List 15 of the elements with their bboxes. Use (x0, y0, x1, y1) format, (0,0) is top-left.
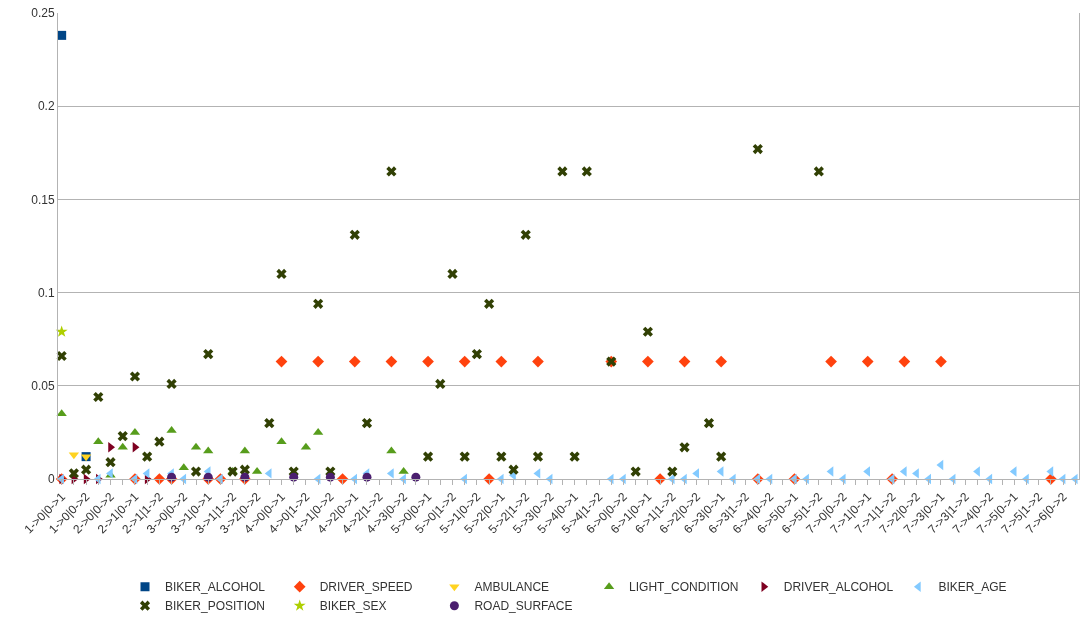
y-tick-label: 0.25 (31, 6, 55, 21)
legend-label: LIGHT_CONDITION (629, 580, 739, 595)
y-tick-label: 0 (47, 472, 55, 487)
legend-label: BIKER_ALCOHOL (165, 580, 266, 595)
legend-label: BIKER_AGE (938, 580, 1007, 595)
y-tick-label: 0.05 (31, 379, 55, 393)
y-tick-label: 0.15 (31, 192, 55, 207)
y-tick-label: 0.2 (37, 99, 55, 114)
legend-label: ROAD_SURFACE (474, 599, 573, 614)
legend-label: DRIVER_SPEED (319, 580, 413, 595)
legend-label: DRIVER_ALCOHOL (783, 580, 894, 595)
legend-label: BIKER_SEX (319, 599, 387, 614)
y-tick-label: 0.1 (37, 285, 55, 300)
legend-label: BIKER_POSITION (165, 599, 266, 614)
legend-label: AMBULANCE (474, 580, 550, 595)
